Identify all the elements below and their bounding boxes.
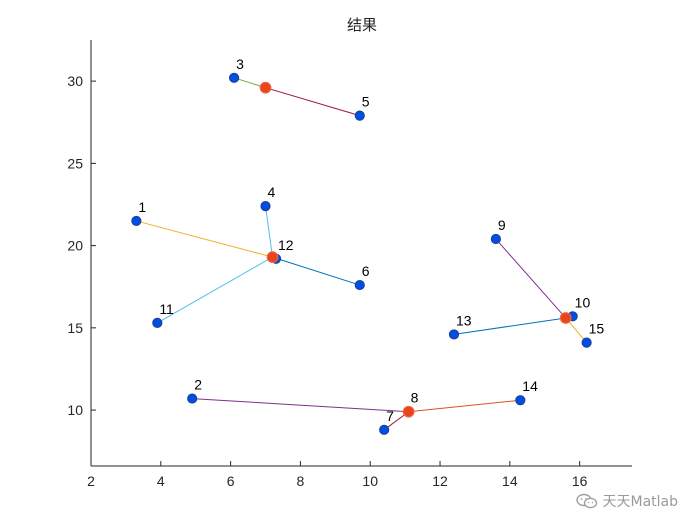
edge-6 [272,256,360,286]
chart-title: 结果 [347,16,377,34]
edge-13 [453,317,566,335]
y-tick-label: 15 [67,320,83,336]
node-point-6 [354,279,365,291]
x-tick-label: 4 [157,473,165,489]
node-point-7 [379,424,390,435]
node-point-13 [448,329,460,340]
watermark-text: 天天Matlab [602,494,678,510]
y-tick-label: 20 [67,238,83,254]
x-tick-label: 12 [432,473,448,489]
node-point-9 [490,233,501,245]
node-point-1 [131,215,142,227]
node-point-5 [354,110,365,121]
x-tick-label: 8 [297,473,305,489]
node-label-8: 8 [411,390,419,406]
node-point-2 [187,393,198,404]
x-tick-label: 16 [572,473,588,489]
edge-2 [192,398,409,413]
node-point-4 [260,201,271,212]
node-label-12: 12 [278,237,294,253]
node-label-9: 9 [498,217,506,233]
node-label-1: 1 [138,199,146,215]
node-label-2: 2 [194,377,202,393]
y-tick-label: 10 [67,402,83,418]
x-tick-label: 6 [227,473,235,489]
node-label-6: 6 [362,263,370,279]
edge-4 [265,206,273,258]
center-point-4 [559,312,572,324]
x-tick-label: 14 [502,473,518,489]
y-tick-label: 30 [67,73,83,89]
node-label-10: 10 [575,294,591,310]
center-point-1 [259,81,272,94]
node-layer [131,72,592,435]
edge-5 [265,87,360,117]
node-label-13: 13 [456,312,472,328]
edge-14 [408,399,521,413]
node-point-14 [515,395,526,406]
x-tick-label: 10 [362,473,378,489]
node-label-5: 5 [362,94,370,110]
node-label-7: 7 [386,408,394,424]
node-point-15 [581,337,592,348]
node-label-4: 4 [268,184,276,200]
edge-11 [157,256,273,324]
node-label-15: 15 [589,321,605,337]
y-tick-label: 25 [67,155,83,171]
center-point-3 [402,405,415,418]
node-point-3 [229,72,240,83]
center-point-2 [266,251,279,264]
x-tick-label: 2 [87,473,95,489]
node-point-11 [152,317,163,329]
watermark: 天天Matlab [576,491,678,511]
node-label-3: 3 [236,56,244,72]
edge-9 [495,238,567,319]
node-label-11: 11 [159,301,174,317]
node-label-14: 14 [522,378,538,394]
wechat-icon [576,493,598,509]
edge-1 [136,220,273,258]
edge-layer [136,77,588,431]
